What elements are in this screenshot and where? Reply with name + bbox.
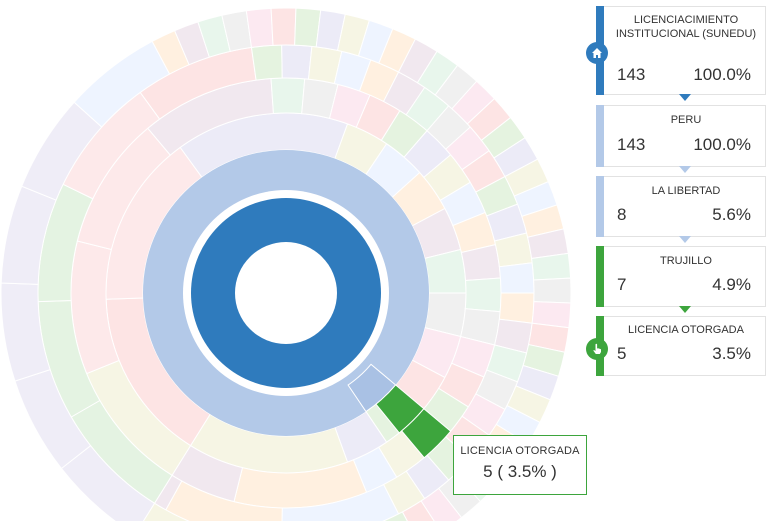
panel-label: TRUJILLO xyxy=(660,255,712,267)
sunburst-segment[interactable] xyxy=(245,7,274,48)
breadcrumb-panel-root[interactable]: LICENCIACIMIENTO INSTITUCIONAL (SUNEDU) … xyxy=(586,6,766,101)
sunburst-segment[interactable] xyxy=(498,292,535,324)
breadcrumb-panel-trujillo[interactable]: TRUJILLO 7 4.9% xyxy=(596,246,766,313)
panel-percent: 100.0% xyxy=(693,65,751,84)
panel-percent: 5.6% xyxy=(712,205,751,224)
panel-percent: 100.0% xyxy=(693,135,751,154)
panel-percent: 3.5% xyxy=(712,344,751,363)
sunburst-segment[interactable] xyxy=(135,502,234,521)
tooltip: LICENCIA OTORGADA 5 ( 3.5% ) xyxy=(453,435,587,495)
sunburst-segment[interactable] xyxy=(321,511,420,521)
tooltip-value: 5 ( 3.5% ) xyxy=(483,462,557,481)
panel-percent: 4.9% xyxy=(712,275,751,294)
sunburst-segment[interactable] xyxy=(250,44,283,81)
sunburst-segment[interactable] xyxy=(498,262,535,294)
center-hole xyxy=(235,242,337,344)
breadcrumb-panel-peru[interactable]: PERU 143 100.0% xyxy=(596,105,766,173)
panel-count: 143 xyxy=(617,135,646,154)
sunburst-chart[interactable] xyxy=(0,0,580,521)
panel-count: 7 xyxy=(617,275,627,294)
panel-label: LA LIBERTAD xyxy=(651,185,721,197)
sunburst-segment[interactable] xyxy=(270,7,297,46)
sunburst-segment[interactable] xyxy=(533,277,572,304)
sunburst-segment[interactable] xyxy=(464,277,502,313)
sunburst-segment[interactable] xyxy=(281,483,400,521)
home-icon[interactable] xyxy=(586,42,608,64)
panel-label: LICENCIA OTORGADA xyxy=(628,324,744,336)
sunburst-segment[interactable] xyxy=(270,77,306,115)
segment-licencia-otorgada[interactable] xyxy=(400,407,452,459)
panel-count: 143 xyxy=(617,65,646,84)
panel-count: 5 xyxy=(617,344,627,363)
sunburst-segment[interactable] xyxy=(281,44,313,80)
tooltip-title: LICENCIA OTORGADA xyxy=(460,445,580,457)
breadcrumb-panel-la-libertad[interactable]: LA LIBERTAD 8 5.6% xyxy=(596,176,766,243)
sunburst-segment[interactable] xyxy=(531,252,572,281)
panel-count: 8 xyxy=(617,205,627,224)
panel-label: LICENCIACIMIENTO INSTITUCIONAL (SUNEDU) xyxy=(615,14,757,40)
hand-pointer-icon xyxy=(586,338,608,360)
breadcrumb-panel-licencia-otorgada[interactable]: LICENCIA OTORGADA 5 3.5% xyxy=(586,316,766,376)
segment-la-libertad[interactable] xyxy=(347,363,397,413)
panel-label: PERU xyxy=(670,114,702,126)
